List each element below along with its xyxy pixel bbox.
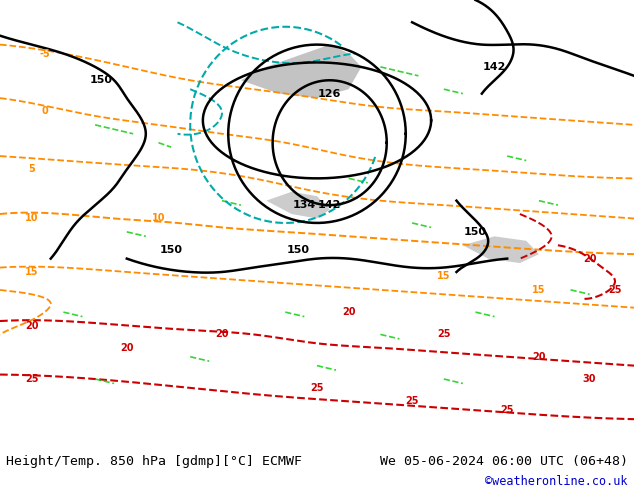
Text: ©weatheronline.co.uk: ©weatheronline.co.uk [485, 475, 628, 488]
Text: 5: 5 [29, 165, 35, 174]
Text: 15: 15 [532, 285, 546, 295]
Text: 150: 150 [90, 75, 113, 85]
Text: 25: 25 [310, 383, 324, 393]
Text: We 05-06-2024 06:00 UTC (06+48): We 05-06-2024 06:00 UTC (06+48) [380, 455, 628, 468]
Text: 20: 20 [532, 352, 546, 362]
Text: 20: 20 [215, 329, 229, 340]
Text: 25: 25 [608, 285, 622, 295]
Text: 25: 25 [25, 374, 39, 384]
Polygon shape [241, 45, 361, 98]
Text: 25: 25 [500, 405, 514, 415]
Text: Height/Temp. 850 hPa [gdmp][°C] ECMWF: Height/Temp. 850 hPa [gdmp][°C] ECMWF [6, 455, 302, 468]
Text: 134: 134 [293, 200, 316, 210]
Text: 0: 0 [41, 106, 48, 117]
Text: 150: 150 [464, 227, 487, 237]
Text: 20: 20 [120, 343, 134, 353]
Text: 10: 10 [25, 214, 39, 223]
Text: 126: 126 [318, 89, 341, 98]
Text: 20: 20 [342, 307, 356, 317]
Text: 30: 30 [583, 374, 597, 384]
Text: 142: 142 [318, 200, 341, 210]
Text: -5: -5 [39, 49, 49, 58]
Text: 20: 20 [25, 320, 39, 331]
Text: 10: 10 [152, 214, 165, 223]
Text: 150: 150 [160, 245, 183, 255]
Polygon shape [266, 192, 330, 219]
Text: 15: 15 [25, 267, 39, 277]
Text: 15: 15 [437, 271, 451, 281]
Text: 25: 25 [437, 329, 451, 340]
Text: 150: 150 [287, 245, 309, 255]
Text: 142: 142 [483, 62, 506, 72]
Polygon shape [463, 236, 539, 263]
Text: 25: 25 [405, 396, 419, 406]
Text: 20: 20 [583, 254, 597, 264]
